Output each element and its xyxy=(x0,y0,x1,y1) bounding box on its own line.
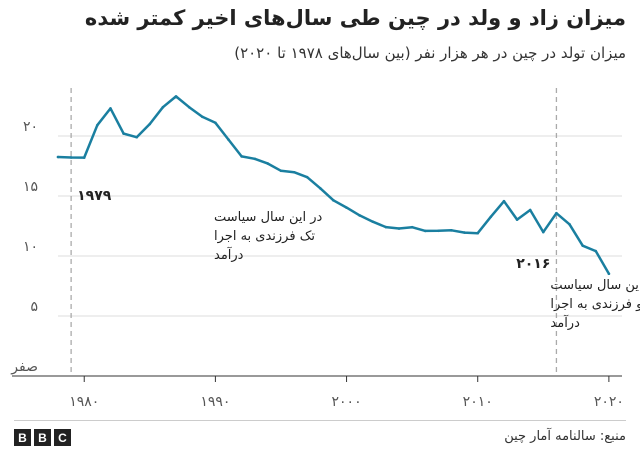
data-point xyxy=(607,272,611,276)
data-point xyxy=(214,121,217,125)
x-tick-label: ۱۹۸۰ xyxy=(69,394,99,410)
data-point xyxy=(450,229,453,232)
birth-rate-line xyxy=(56,95,611,276)
bbc-logo-letter: C xyxy=(54,429,71,446)
x-axis: ۱۹۸۰ ۱۹۹۰ ۲۰۰۰ ۲۰۱۰ ۲۰۲۰ xyxy=(12,375,624,410)
data-point xyxy=(109,107,112,110)
series-layer xyxy=(56,95,611,276)
data-point xyxy=(305,175,309,179)
data-point xyxy=(135,135,138,139)
chart-title: میزان زاد و ولد در چین طی سال‌های اخیر ک… xyxy=(84,6,626,30)
data-point xyxy=(56,155,60,159)
x-tick-label: ۲۰۲۰ xyxy=(594,394,624,410)
annotation-year: ۲۰۱۶ xyxy=(516,256,550,272)
source-note: منبع: سالنامه آمار چین xyxy=(504,429,626,444)
data-point xyxy=(122,132,125,135)
data-point xyxy=(279,169,283,173)
annotation-text: درآمد xyxy=(550,314,580,331)
data-point xyxy=(594,249,598,253)
data-point xyxy=(200,115,204,119)
data-point xyxy=(581,244,584,247)
bbc-logo: B B C xyxy=(14,429,71,446)
chart-subtitle: میزان تولد در چین در هر هزار نفر (بین سا… xyxy=(234,44,626,62)
annotations: ۱۹۷۹ در این سال سیاست تک فرزندی به اجرا درآ… xyxy=(70,88,640,376)
data-point xyxy=(528,208,532,212)
x-tick-label: ۱۹۹۰ xyxy=(200,394,230,410)
annotation-text: در این سال سیاست xyxy=(214,210,323,225)
data-point xyxy=(371,220,375,223)
data-point xyxy=(161,105,165,109)
annotation-text: در این سال سیاست xyxy=(550,278,640,293)
data-point xyxy=(319,187,322,190)
data-point xyxy=(502,199,506,203)
footer-divider xyxy=(14,420,626,421)
data-point xyxy=(476,231,480,235)
data-point xyxy=(187,105,191,109)
data-point xyxy=(397,227,401,230)
y-tick-label: صفر xyxy=(10,359,38,375)
annotation-text: دو فرزندی به اجرا xyxy=(550,297,640,312)
gridlines xyxy=(58,135,622,317)
annotation-year: ۱۹۷۹ xyxy=(77,188,112,204)
data-point xyxy=(542,230,545,234)
y-tick-label: ۱۰ xyxy=(23,239,38,255)
annotation-text: درآمد xyxy=(214,246,244,263)
y-tick-label: ۱۵ xyxy=(23,179,38,195)
data-point xyxy=(227,138,230,141)
x-tick-label: ۲۰۱۰ xyxy=(463,394,493,410)
data-point xyxy=(423,229,427,233)
data-point xyxy=(358,214,361,217)
data-point xyxy=(410,225,414,229)
data-point xyxy=(174,95,178,98)
data-point xyxy=(515,218,519,221)
data-point xyxy=(489,215,493,219)
data-point xyxy=(345,206,348,209)
x-tick-label: ۲۰۰۰ xyxy=(332,394,362,410)
data-point xyxy=(82,156,86,159)
bbc-logo-letter: B xyxy=(14,429,31,446)
bbc-logo-letter: B xyxy=(34,429,51,446)
y-axis-tick-labels: صفر ۵ ۱۰ ۱۵ ۲۰ xyxy=(10,119,38,375)
data-point xyxy=(240,155,243,158)
y-tick-label: ۲۰ xyxy=(23,119,38,135)
data-point xyxy=(568,223,571,226)
data-point xyxy=(96,123,99,127)
data-point xyxy=(266,162,270,165)
data-point xyxy=(69,156,73,159)
data-point xyxy=(332,199,335,202)
data-point xyxy=(463,231,466,234)
data-point xyxy=(292,170,296,174)
data-point xyxy=(148,122,152,126)
data-point xyxy=(253,157,257,161)
data-point xyxy=(384,225,388,229)
data-point xyxy=(555,211,558,215)
annotation-text: تک فرزندی به اجرا xyxy=(214,229,315,244)
line-chart: صفر ۵ ۱۰ ۱۵ ۲۰ ۱۹۸۰ ۱۹۹۰ ۲۰۰۰ ۲۰۱۰ ۲۰۲۰ ۱۹۷۹ در ا… xyxy=(10,88,640,410)
y-tick-label: ۵ xyxy=(30,299,38,315)
data-point xyxy=(437,229,440,233)
